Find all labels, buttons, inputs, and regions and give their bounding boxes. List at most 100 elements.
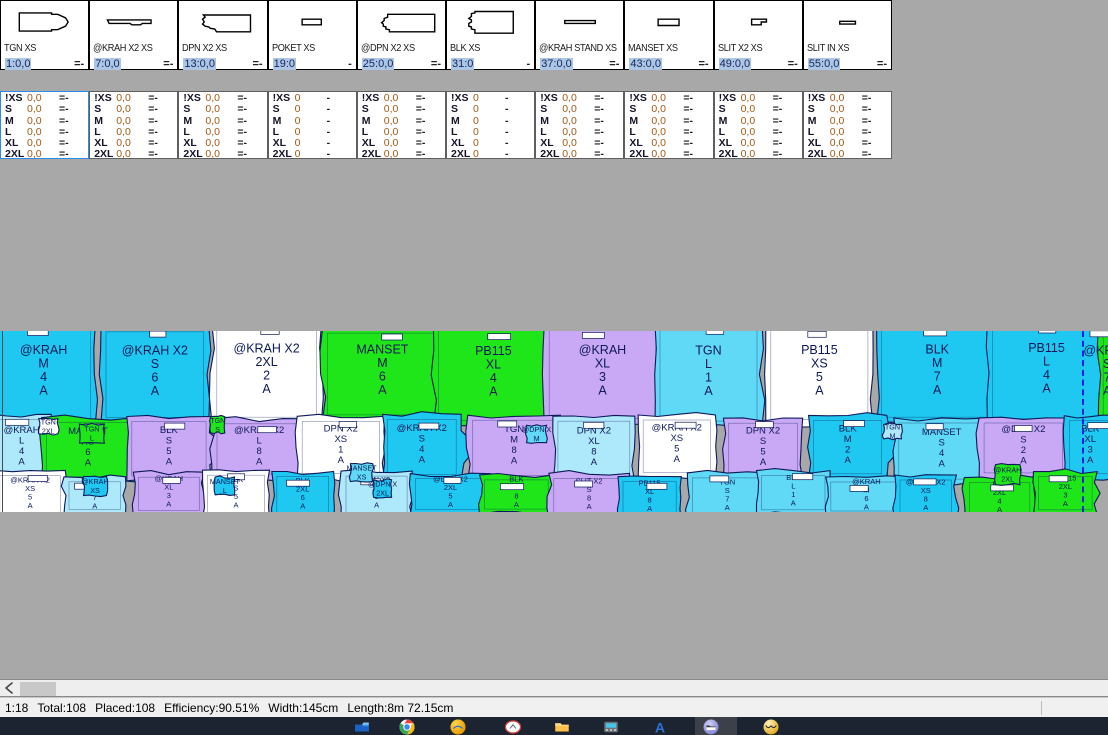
svg-text:A: A (933, 383, 942, 397)
svg-text:A: A (18, 456, 25, 467)
svg-text:A: A (647, 504, 652, 512)
svg-text:XS: XS (357, 473, 367, 482)
svg-text:@KRAH: @KRAH (994, 466, 1021, 475)
svg-text:TGN: TGN (695, 343, 721, 357)
svg-text:L: L (705, 357, 712, 371)
svg-text:A: A (674, 454, 681, 465)
svg-text:2: 2 (1021, 445, 1026, 456)
svg-text:2XL: 2XL (376, 489, 389, 498)
svg-text:@KRAH X2: @KRAH X2 (234, 342, 300, 356)
svg-text:@DPN X: @DPN X (368, 480, 397, 489)
svg-text:8: 8 (591, 447, 596, 458)
svg-text:A: A (845, 455, 852, 466)
svg-text:XS: XS (90, 486, 100, 495)
svg-text:A: A (262, 382, 271, 396)
svg-text:S: S (215, 425, 220, 434)
svg-text:M: M (38, 357, 48, 371)
svg-text:6: 6 (151, 370, 158, 384)
svg-text:XL: XL (486, 357, 501, 371)
svg-text:PB115: PB115 (1028, 341, 1065, 355)
svg-text:S: S (151, 357, 159, 371)
svg-text:A: A (166, 456, 173, 467)
svg-text:L: L (223, 486, 227, 495)
svg-text:M: M (534, 434, 540, 443)
svg-text:A: A (151, 384, 160, 398)
svg-text:A: A (1087, 455, 1094, 466)
svg-text:1: 1 (338, 445, 343, 456)
svg-text:L: L (1043, 355, 1050, 369)
svg-text:A: A (598, 384, 607, 398)
svg-text:A: A (725, 503, 730, 512)
svg-text:5: 5 (674, 444, 679, 455)
svg-text:A: A (923, 503, 928, 512)
svg-text:5: 5 (760, 446, 765, 457)
svg-text:A: A (511, 456, 518, 467)
svg-text:3: 3 (599, 370, 606, 384)
svg-text:7: 7 (1104, 371, 1108, 385)
svg-text:A: A (338, 455, 345, 466)
svg-text:A: A (448, 500, 453, 509)
svg-text:M: M (844, 434, 852, 445)
svg-text:A: A (791, 498, 796, 507)
svg-text:TGN: TGN (41, 417, 56, 426)
svg-text:S: S (1103, 357, 1108, 371)
svg-text:A: A (39, 384, 48, 398)
svg-text:A: A (997, 505, 1002, 512)
svg-text:@KRAH: @KRAH (20, 343, 67, 357)
svg-text:A: A (1042, 382, 1051, 396)
svg-text:L: L (19, 435, 24, 446)
svg-text:M: M (890, 432, 896, 441)
svg-text:L: L (90, 434, 94, 443)
svg-text:@KRAH: @KRAH (81, 477, 108, 486)
svg-text:MANSET: MANSET (210, 477, 241, 486)
svg-text:5: 5 (166, 446, 171, 457)
svg-text:A: A (939, 459, 946, 470)
svg-text:A: A (591, 457, 598, 468)
svg-text:A: A (28, 501, 33, 510)
svg-text:PB115: PB115 (801, 343, 838, 357)
svg-text:XS: XS (334, 434, 347, 445)
svg-text:2: 2 (263, 369, 270, 383)
svg-text:A: A (374, 500, 379, 509)
svg-text:A: A (864, 502, 869, 511)
svg-text:2XL: 2XL (42, 426, 55, 435)
svg-text:A: A (1103, 384, 1108, 398)
svg-text:@DPN X: @DPN X (522, 425, 551, 434)
svg-text:A: A (378, 383, 387, 397)
svg-text:TGN: TGN (84, 425, 99, 434)
svg-text:@KRAH X2: @KRAH X2 (122, 343, 188, 357)
svg-text:2: 2 (845, 444, 850, 455)
svg-text:S: S (1020, 435, 1026, 446)
svg-text:4: 4 (1043, 368, 1050, 382)
svg-text:4: 4 (939, 448, 944, 459)
svg-text:PB115: PB115 (475, 344, 512, 358)
svg-text:BLK: BLK (925, 343, 949, 357)
svg-text:TGN: TGN (885, 423, 900, 432)
svg-text:MANSET: MANSET (356, 343, 408, 357)
svg-text:2XL: 2XL (255, 355, 277, 369)
svg-text:A: A (760, 457, 767, 468)
svg-text:A: A (489, 384, 498, 398)
svg-text:8: 8 (511, 445, 516, 456)
svg-text:A: A (85, 458, 92, 469)
svg-text:A: A (655, 720, 665, 735)
svg-text:S: S (166, 435, 172, 446)
svg-text:A: A (1063, 499, 1068, 508)
svg-text:A: A (233, 500, 238, 509)
svg-text:1: 1 (705, 370, 712, 384)
svg-text:A: A (704, 384, 713, 398)
svg-text:L: L (257, 436, 262, 447)
svg-text:6: 6 (85, 447, 90, 458)
svg-text:A: A (514, 500, 519, 509)
svg-text:2XL: 2XL (1001, 475, 1014, 484)
svg-text:A: A (92, 501, 97, 510)
svg-text:XL: XL (588, 436, 600, 447)
svg-text:A: A (300, 502, 305, 511)
svg-text:M: M (932, 356, 942, 370)
svg-text:4: 4 (419, 444, 424, 455)
svg-text:XS: XS (670, 433, 683, 444)
svg-text:A: A (815, 383, 824, 397)
svg-text:M: M (510, 435, 518, 446)
svg-text:S: S (939, 438, 945, 449)
svg-text:@KRAH: @KRAH (1083, 344, 1108, 358)
